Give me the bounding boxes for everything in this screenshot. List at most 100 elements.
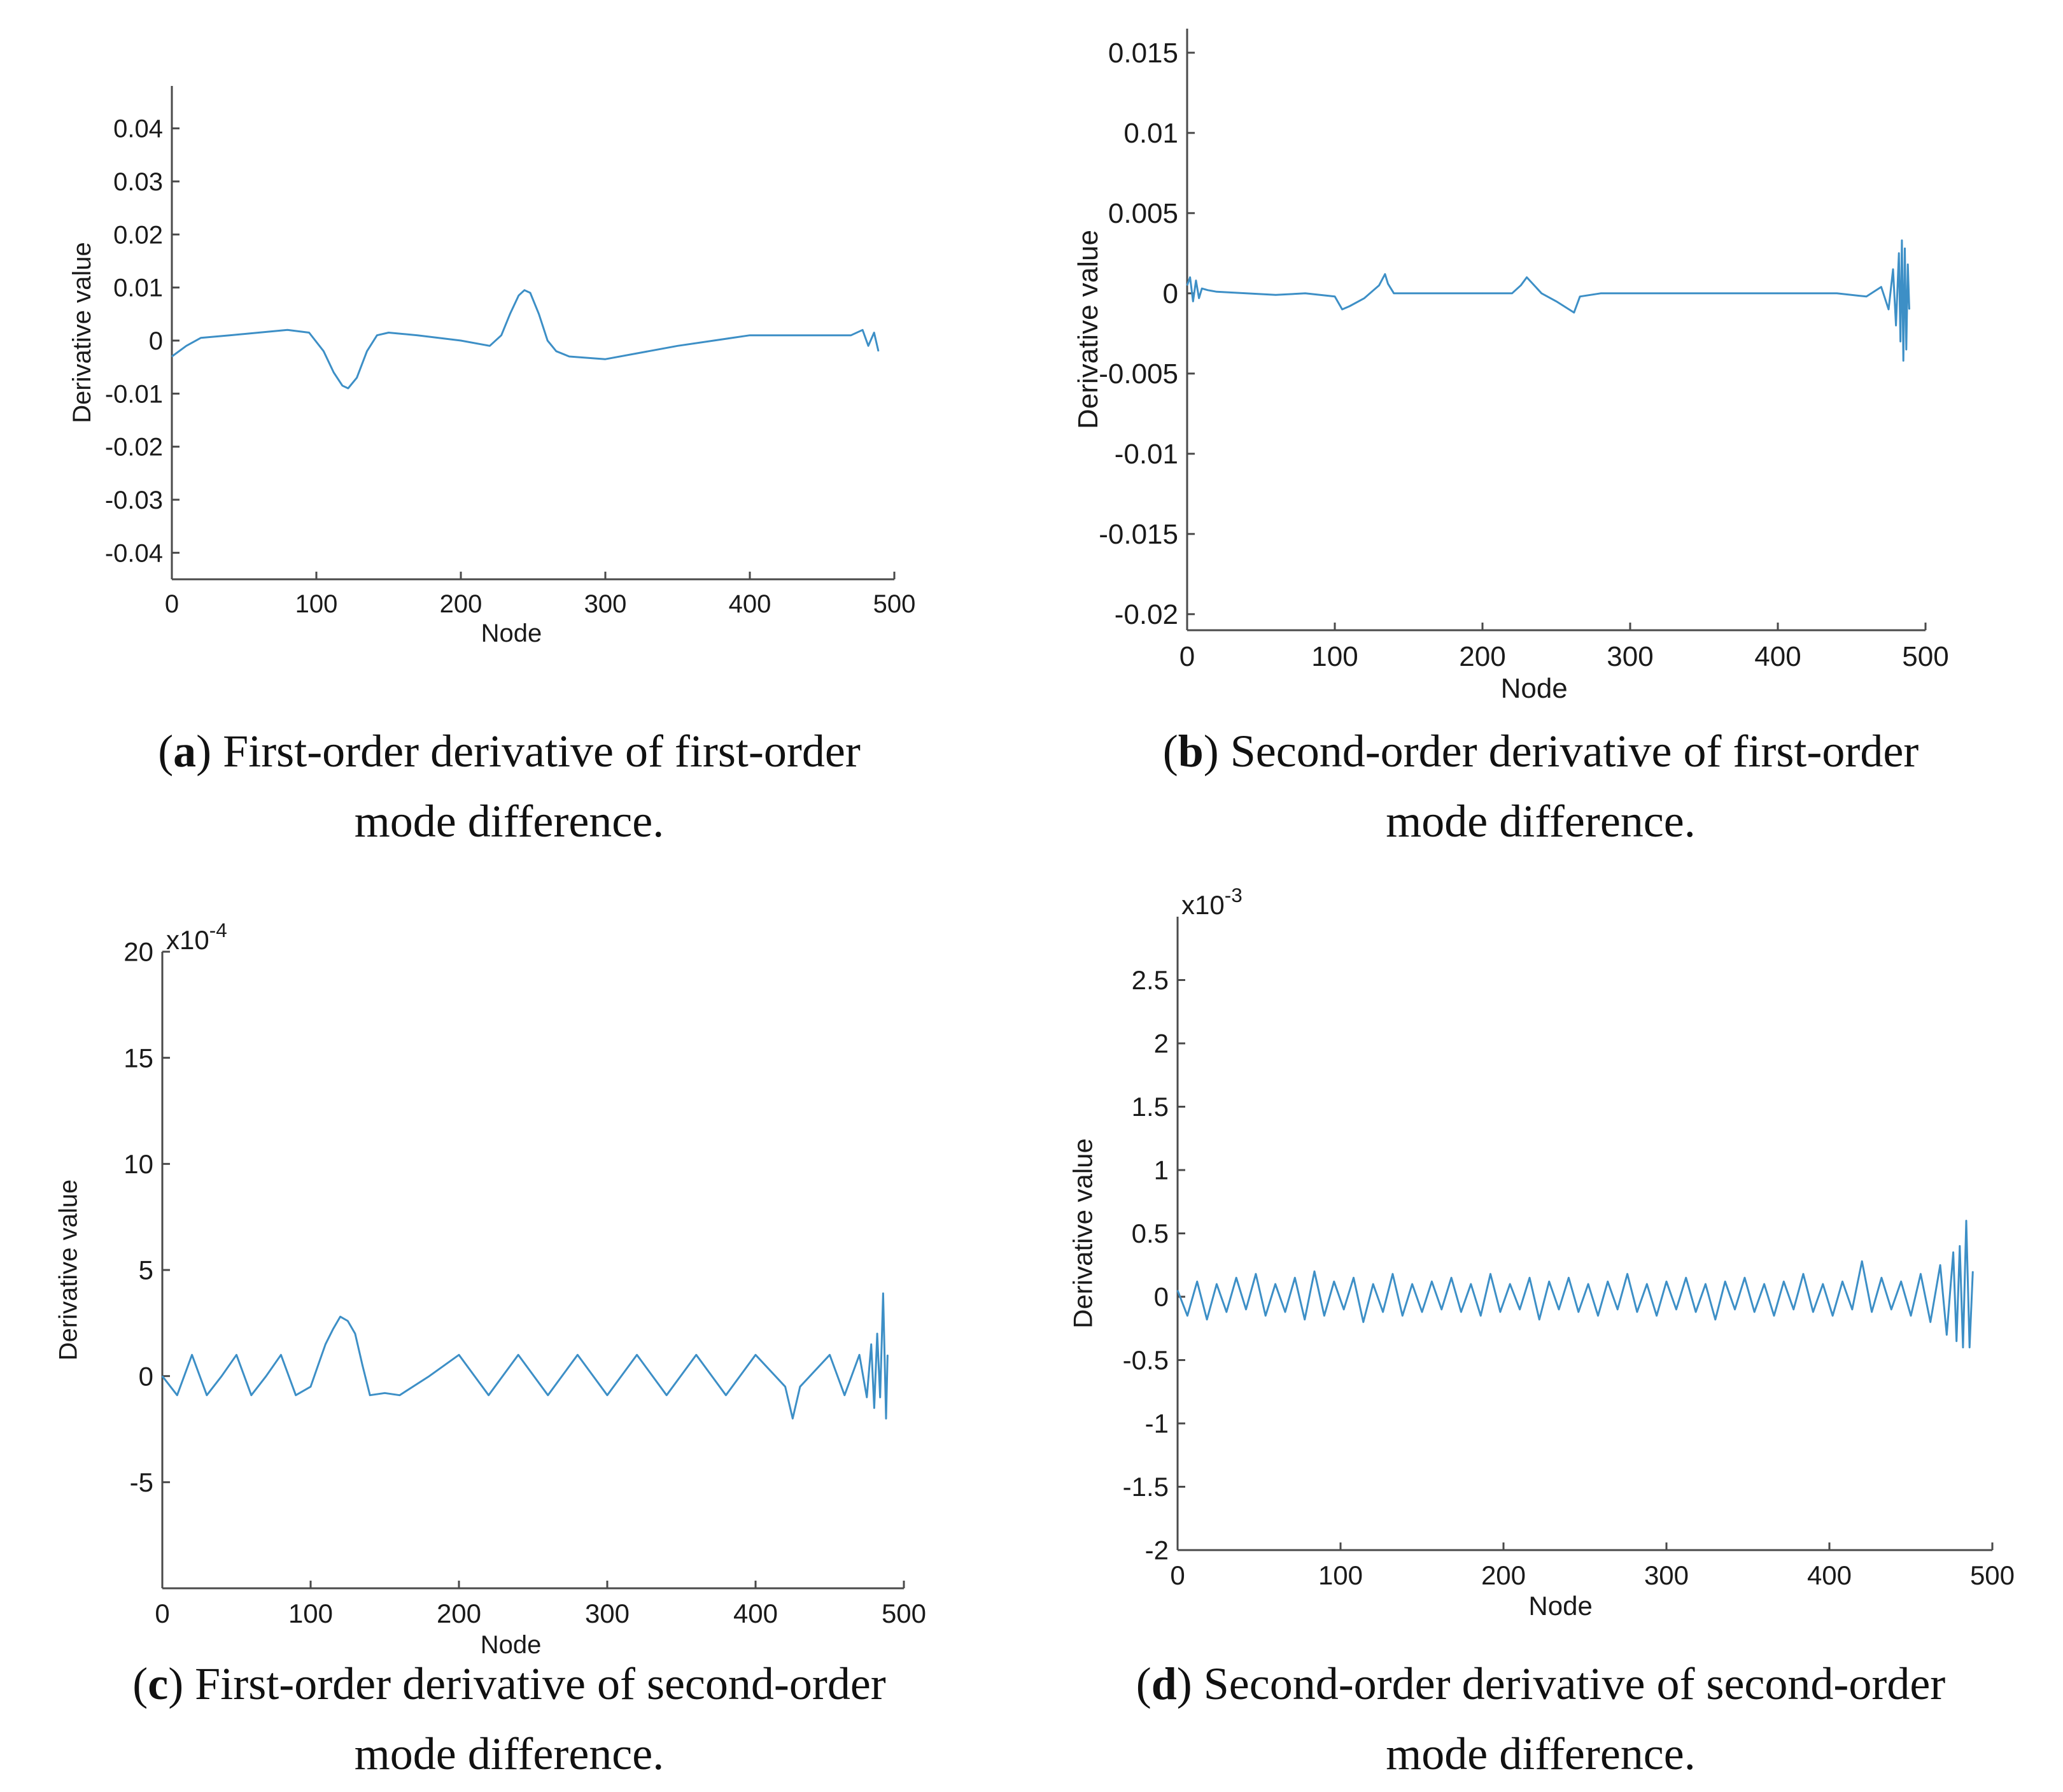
exponent-label: x10-3 <box>1181 884 1243 920</box>
caption-a: (a) First-order derivative of first-orde… <box>0 716 1018 856</box>
caption-d-line2: mode difference. <box>1386 1728 1696 1779</box>
x-axis-label: Node <box>1501 673 1568 704</box>
x-tick-label: 200 <box>1459 641 1505 672</box>
series-line <box>1176 1220 1974 1349</box>
x-tick-label: 300 <box>1607 641 1653 672</box>
data-point <box>1588 1283 1589 1285</box>
y-tick-label: 0.01 <box>113 274 163 302</box>
data-point <box>1216 1283 1217 1285</box>
x-axis-label: Node <box>481 619 542 647</box>
y-tick-label: 0.005 <box>1108 198 1178 229</box>
exponent-power: -3 <box>1225 884 1243 907</box>
y-tick-label: -0.03 <box>105 486 163 514</box>
data-point <box>1901 240 1903 241</box>
y-tick-label: -5 <box>130 1467 153 1497</box>
exponent-label: x10-4 <box>166 919 227 955</box>
data-point <box>1323 1315 1325 1316</box>
data-point <box>1841 1281 1843 1282</box>
data-point <box>1866 296 1867 297</box>
data-point <box>1186 1315 1188 1316</box>
data-point <box>1470 1283 1472 1285</box>
data-point <box>518 295 519 296</box>
data-point <box>877 1333 878 1334</box>
series-line <box>161 1292 889 1420</box>
series-line <box>171 289 880 390</box>
data-point <box>1910 1315 1912 1316</box>
data-point <box>1871 1311 1873 1313</box>
data-point <box>1363 297 1365 299</box>
caption-b-line1: (b) Second-order derivative of first-ord… <box>1162 726 1919 777</box>
y-tick-label: 2.5 <box>1132 965 1169 995</box>
x-tick-label: 500 <box>882 1598 926 1628</box>
x-tick-label: 500 <box>873 590 916 618</box>
x-tick-label: 400 <box>1807 1560 1852 1590</box>
caption-a-letter: a <box>173 726 197 777</box>
y-tick-label: 0.5 <box>1132 1218 1169 1248</box>
y-tick-label: -0.015 <box>1099 519 1178 550</box>
data-point <box>885 1418 887 1419</box>
x-tick-label: 200 <box>440 590 482 618</box>
x-tick-label: 0 <box>1170 1560 1185 1590</box>
x-tick-label: 400 <box>733 1598 778 1628</box>
y-tick-label: 20 <box>123 937 153 967</box>
y-tick-label: -0.04 <box>105 539 163 567</box>
data-point <box>873 1407 875 1409</box>
data-point <box>1903 360 1904 362</box>
caption-c: (c) First-order derivative of second-ord… <box>0 1649 1018 1789</box>
caption-c-letter: c <box>148 1658 169 1709</box>
x-tick-label: 500 <box>1970 1560 2015 1590</box>
x-tick-label: 300 <box>1644 1560 1689 1590</box>
y-tick-label: -0.02 <box>1115 599 1178 630</box>
y-tick-label: -0.01 <box>1115 439 1178 470</box>
caption-a-text: First-order derivative of first-order <box>223 726 861 777</box>
data-point <box>332 1329 334 1330</box>
data-point <box>356 377 358 378</box>
data-point <box>873 332 875 334</box>
data-point <box>882 1293 884 1294</box>
data-point <box>1226 1311 1227 1313</box>
data-point <box>1953 1252 1954 1253</box>
x-tick-label: 100 <box>1311 641 1358 672</box>
y-axis-label: Derivative value <box>55 1180 83 1361</box>
y-tick-label: -0.5 <box>1123 1345 1169 1375</box>
y-axis-label: Derivative value <box>1068 1138 1098 1329</box>
data-point <box>1705 1283 1706 1285</box>
x-tick-label: 200 <box>1481 1560 1526 1590</box>
data-point <box>1724 1281 1726 1282</box>
data-point <box>460 340 461 341</box>
y-tick-label: 0 <box>1163 278 1178 309</box>
data-point <box>310 1386 311 1387</box>
data-point <box>1538 1319 1540 1320</box>
data-point <box>1195 280 1197 281</box>
x-tick-label: 0 <box>1179 641 1195 672</box>
y-tick-label: 2 <box>1154 1029 1169 1059</box>
data-point <box>1304 1319 1306 1320</box>
exponent-base: x10 <box>1181 890 1225 920</box>
y-tick-label: -2 <box>1145 1535 1169 1565</box>
x-tick-label: 0 <box>165 590 179 618</box>
y-tick-label: 5 <box>139 1255 153 1285</box>
caption-c-line2: mode difference. <box>354 1728 665 1779</box>
data-point <box>792 1418 793 1419</box>
caption-d: (d) Second-order derivative of second-or… <box>1018 1649 2063 1789</box>
y-axis-label: Derivative value <box>1073 230 1104 429</box>
y-tick-label: 0 <box>149 327 163 355</box>
data-point <box>1940 1264 1941 1266</box>
data-point <box>1880 286 1882 288</box>
exponent-base: x10 <box>166 925 209 955</box>
data-point <box>1186 285 1188 286</box>
x-tick-label: 100 <box>288 1598 333 1628</box>
x-tick-label: 100 <box>295 590 338 618</box>
data-point <box>1421 1311 1423 1313</box>
data-point <box>1656 1315 1658 1316</box>
y-tick-label: 0 <box>139 1361 153 1391</box>
y-tick-label: -1.5 <box>1123 1472 1169 1502</box>
caption-b-line2: mode difference. <box>1386 796 1696 847</box>
y-tick-label: -0.02 <box>105 434 163 462</box>
data-point <box>1578 1311 1579 1313</box>
x-tick-label: 400 <box>729 590 771 618</box>
chart-panel-c: 0 100 200 300 400 500 -5 0 5 10 15 20 Node Derivative… <box>55 919 926 1659</box>
chart-panel-a: 0 100 200 300 400 500 -0.04 -0.03 -0.02 -0.01 0 0.0… <box>68 86 915 647</box>
data-point <box>1372 1283 1374 1285</box>
